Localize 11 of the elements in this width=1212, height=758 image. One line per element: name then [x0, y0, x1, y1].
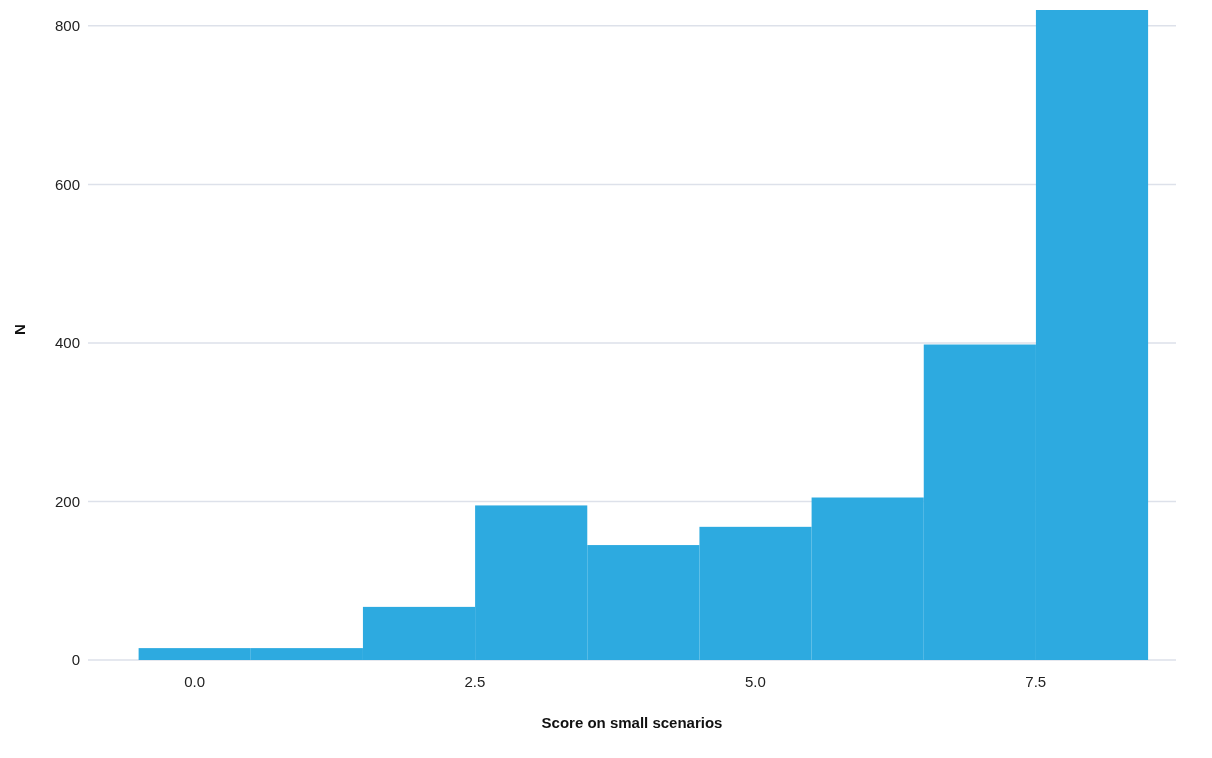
x-tick-label: 5.0 [744, 672, 766, 690]
x-tick-label: 2.5 [464, 672, 486, 690]
y-tick-label: 400 [54, 334, 80, 352]
y-tick-label: 0 [71, 651, 80, 669]
x-tick-label: 0.0 [184, 672, 205, 690]
y-tick-label: 200 [54, 492, 80, 510]
y-tick-label: 600 [54, 175, 80, 193]
y-tick-label: 800 [54, 17, 80, 35]
x-tick-label: 7.5 [1025, 672, 1047, 690]
x-axis-title: Score on small scenarios [541, 714, 723, 731]
y-axis-title: N [11, 324, 29, 335]
